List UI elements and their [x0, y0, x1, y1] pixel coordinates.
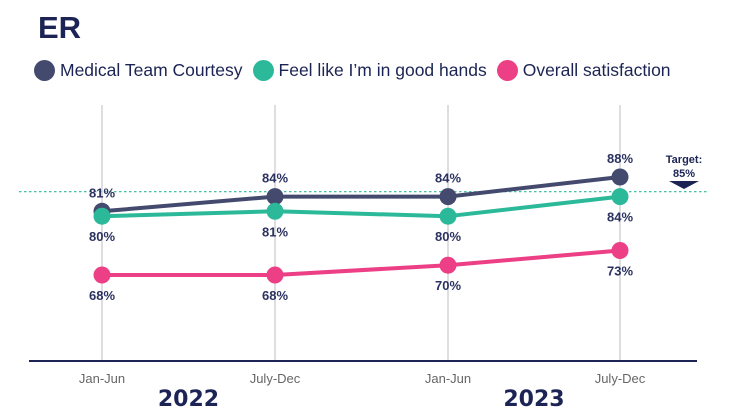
target-label-title: Target:: [666, 154, 702, 166]
legend-dot-icon: [496, 60, 518, 81]
data-point: [611, 188, 629, 206]
data-point: [611, 168, 629, 186]
data-label: 81%: [262, 224, 288, 239]
data-point: [439, 256, 457, 274]
data-point: [266, 188, 284, 206]
data-point: [439, 207, 457, 225]
data-label: 81%: [89, 185, 115, 200]
target-arrow-icon: [669, 181, 699, 189]
year-label: 2023: [503, 387, 564, 412]
legend-item-good-hands: Feel like I’m in good hands: [252, 60, 487, 81]
data-labels: 81% 84% 84% 88% 80% 81% 80% 84% 68% 68% 70% 73%: [89, 151, 633, 303]
data-point: [439, 188, 457, 206]
data-label: 80%: [435, 229, 461, 244]
series-line: [102, 248, 621, 277]
data-label: 68%: [89, 288, 115, 303]
data-label: 84%: [262, 171, 288, 186]
data-point: [266, 202, 284, 220]
legend-dot-icon: [252, 60, 274, 81]
legend: Medical Team Courtesy Feel like I’m in g…: [34, 60, 681, 81]
chart-title: ER: [38, 10, 82, 45]
series-line: [101, 194, 621, 219]
target-layer: Target: 85%: [19, 154, 707, 193]
series-line: [101, 175, 621, 214]
x-tick-label: Jan-Jun: [425, 371, 471, 386]
gridlines: [101, 105, 621, 361]
legend-dot-icon: [34, 60, 55, 81]
legend-label: Overall satisfaction: [522, 60, 671, 80]
data-label: 80%: [89, 229, 115, 244]
data-label: 84%: [607, 210, 633, 225]
legend-label: Feel like I’m in good hands: [278, 60, 487, 80]
legend-item-overall-satisfaction: Overall satisfaction: [496, 60, 671, 81]
legend-item-medical-team-courtesy: Medical Team Courtesy: [34, 60, 243, 81]
series-layer: [93, 168, 629, 284]
year-label: 2022: [158, 387, 219, 412]
data-label: 68%: [262, 288, 288, 303]
data-label: 73%: [607, 264, 633, 279]
x-tick-label: Jan-Jun: [79, 371, 125, 386]
legend-label: Medical Team Courtesy: [60, 60, 243, 80]
x-tick-label: July-Dec: [250, 371, 301, 386]
data-point: [611, 242, 629, 259]
data-point: [93, 266, 111, 284]
x-tick-label: July-Dec: [595, 371, 646, 386]
data-point: [266, 266, 284, 284]
data-label: 70%: [435, 278, 461, 293]
target-label-value: 85%: [673, 168, 695, 180]
data-label: 88%: [607, 151, 633, 166]
data-point: [93, 207, 111, 225]
x-axis: Jan-Jun July-Dec Jan-Jun July-Dec 2022 2023: [29, 360, 697, 412]
data-label: 84%: [435, 171, 461, 186]
